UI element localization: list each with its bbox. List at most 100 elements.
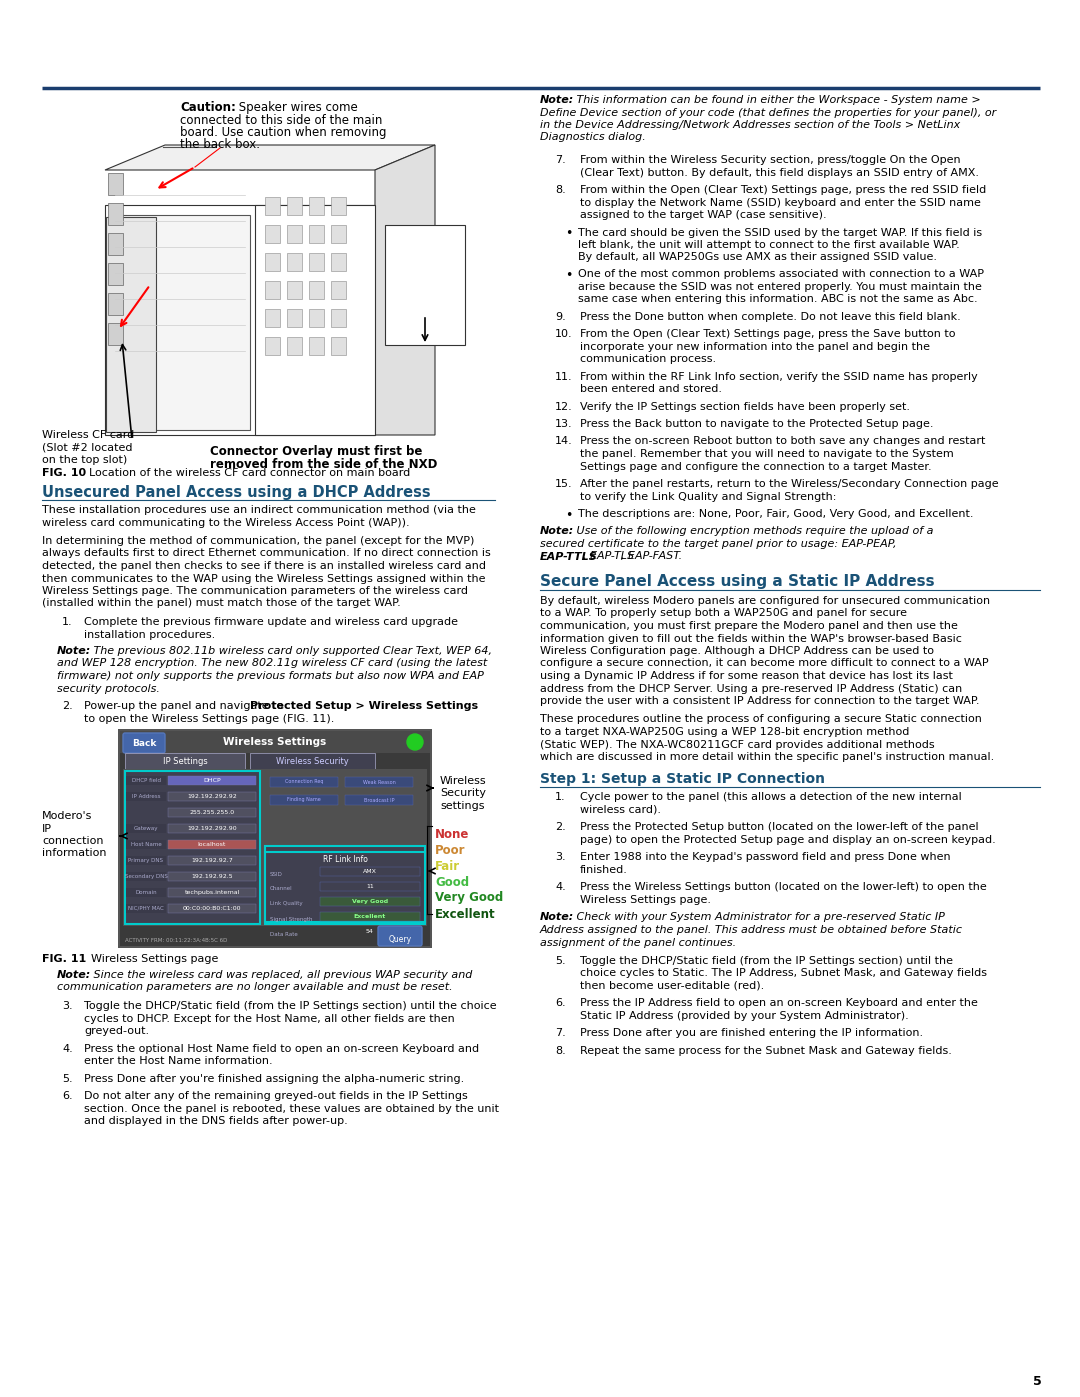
Text: Wireless Settings page. The communication parameters of the wireless card: Wireless Settings page. The communicatio…: [42, 585, 468, 597]
Text: choice cycles to Static. The IP Address, Subnet Mask, and Gateway fields: choice cycles to Static. The IP Address,…: [580, 968, 987, 978]
Text: From the Open (Clear Text) Settings page, press the Save button to: From the Open (Clear Text) Settings page…: [580, 330, 956, 339]
Bar: [265, 197, 280, 215]
Bar: [168, 888, 256, 897]
Bar: [345, 777, 413, 787]
Text: 11: 11: [366, 884, 374, 888]
Text: Complete the previous firmware update and wireless card upgrade: Complete the previous firmware update an…: [84, 617, 458, 627]
Text: Press Done after you are finished entering the IP information.: Press Done after you are finished enteri…: [580, 1028, 923, 1038]
Text: •: •: [565, 228, 572, 240]
Text: Note:: Note:: [540, 527, 575, 536]
Bar: [265, 852, 426, 922]
Text: 4.: 4.: [555, 883, 566, 893]
Bar: [126, 824, 166, 833]
Text: communication process.: communication process.: [580, 353, 716, 365]
Bar: [108, 263, 123, 285]
Text: Security: Security: [440, 788, 486, 799]
Bar: [120, 731, 430, 753]
Text: Wireless Settings: Wireless Settings: [224, 738, 326, 747]
Text: firmware) not only supports the previous formats but also now WPA and EAP: firmware) not only supports the previous…: [57, 671, 484, 680]
Text: 15.: 15.: [555, 479, 572, 489]
Bar: [120, 731, 430, 946]
Text: Note:: Note:: [57, 645, 91, 657]
Text: Query: Query: [389, 936, 411, 944]
Bar: [270, 777, 338, 787]
Text: provide the user with a consistent IP Address for connection to the target WAP.: provide the user with a consistent IP Ad…: [540, 696, 980, 705]
Bar: [126, 872, 166, 882]
Bar: [126, 856, 166, 865]
Bar: [287, 337, 302, 355]
Bar: [125, 753, 245, 768]
Text: Press the Back button to navigate to the Protected Setup page.: Press the Back button to navigate to the…: [580, 419, 933, 429]
Text: DHCP: DHCP: [203, 778, 220, 782]
Bar: [123, 768, 427, 926]
Text: Press the Wireless Settings button (located on the lower-left) to open the: Press the Wireless Settings button (loca…: [580, 883, 987, 893]
Text: always defaults first to direct Ethernet communication. If no direct connection : always defaults first to direct Ethernet…: [42, 549, 490, 559]
Text: The card should be given the SSID used by the target WAP. If this field is: The card should be given the SSID used b…: [578, 228, 982, 237]
Text: 2.: 2.: [62, 701, 72, 711]
Text: Power-up the panel and navigate to: Power-up the panel and navigate to: [84, 701, 287, 711]
Bar: [330, 309, 346, 327]
Text: Use of the following encryption methods require the upload of a: Use of the following encryption methods …: [573, 527, 933, 536]
Text: ACTIVITY FRM: 00:11:22:3A:4B:5C 6D: ACTIVITY FRM: 00:11:22:3A:4B:5C 6D: [125, 937, 228, 943]
Text: to display the Network Name (SSID) keyboard and enter the SSID name: to display the Network Name (SSID) keybo…: [580, 197, 981, 208]
Text: wireless card).: wireless card).: [580, 805, 661, 814]
Bar: [265, 225, 280, 243]
Text: then become user-editable (red).: then become user-editable (red).: [580, 981, 765, 990]
Text: incorporate your new information into the panel and begin the: incorporate your new information into th…: [580, 341, 930, 352]
Bar: [330, 253, 346, 271]
Text: left blank, the unit will attempt to connect to the first available WAP.: left blank, the unit will attempt to con…: [578, 240, 960, 250]
Text: configure a secure connection, it can become more difficult to connect to a WAP: configure a secure connection, it can be…: [540, 658, 988, 669]
Text: Location of the wireless CF card connector on main board: Location of the wireless CF card connect…: [82, 468, 410, 478]
Text: Diagnostics dialog.: Diagnostics dialog.: [540, 133, 646, 142]
Bar: [249, 753, 375, 768]
Bar: [168, 792, 256, 800]
Text: Check with your System Administrator for a pre-reserved Static IP: Check with your System Administrator for…: [573, 912, 945, 922]
Text: 5.: 5.: [62, 1073, 72, 1084]
Text: to a WAP. To properly setup both a WAP250G and panel for secure: to a WAP. To properly setup both a WAP25…: [540, 609, 907, 619]
Bar: [118, 729, 432, 949]
Text: greyed-out.: greyed-out.: [84, 1025, 149, 1037]
Text: By default, wireless Modero panels are configured for unsecured communication: By default, wireless Modero panels are c…: [540, 597, 990, 606]
Text: same case when entering this information. ABC is not the same as Abc.: same case when entering this information…: [578, 293, 977, 305]
Text: Address assigned to the panel. This address must be obtained before Static: Address assigned to the panel. This addr…: [540, 925, 963, 935]
Bar: [105, 205, 375, 434]
Bar: [125, 771, 260, 923]
Text: Secure Panel Access using a Static IP Address: Secure Panel Access using a Static IP Ad…: [540, 574, 934, 590]
Text: Excellent: Excellent: [435, 908, 496, 921]
Text: In determining the method of communication, the panel (except for the MVP): In determining the method of communicati…: [42, 536, 474, 546]
Text: Settings page and configure the connection to a target Master.: Settings page and configure the connecti…: [580, 461, 932, 472]
Text: assigned to the target WAP (case sensitive).: assigned to the target WAP (case sensiti…: [580, 210, 826, 219]
Text: Wireless: Wireless: [440, 775, 487, 787]
Text: communication, you must first prepare the Modero panel and then use the: communication, you must first prepare th…: [540, 622, 958, 631]
Text: 12.: 12.: [555, 401, 572, 412]
Text: 1.: 1.: [555, 792, 566, 802]
Text: Note:: Note:: [540, 95, 575, 105]
Bar: [270, 795, 338, 805]
Text: Protected Setup > Wireless Settings: Protected Setup > Wireless Settings: [249, 701, 478, 711]
Circle shape: [407, 733, 423, 750]
Text: Repeat the same process for the Subnet Mask and Gateway fields.: Repeat the same process for the Subnet M…: [580, 1046, 951, 1056]
Text: assignment of the panel continues.: assignment of the panel continues.: [540, 937, 737, 947]
Bar: [265, 253, 280, 271]
Text: 4.: 4.: [62, 1044, 72, 1053]
Text: 255.255.255.0: 255.255.255.0: [189, 810, 234, 814]
Text: Host Name: Host Name: [131, 842, 161, 847]
Text: been entered and stored.: been entered and stored.: [580, 384, 723, 394]
Bar: [168, 775, 256, 785]
Bar: [168, 904, 256, 914]
Text: Excellent: Excellent: [354, 914, 387, 919]
Text: 7.: 7.: [555, 1028, 566, 1038]
Text: RF Link Info: RF Link Info: [323, 855, 367, 865]
Text: Data Rate: Data Rate: [270, 932, 298, 936]
Text: settings: settings: [440, 800, 485, 812]
Text: connection: connection: [42, 835, 104, 847]
Text: secured certificate to the target panel prior to usage: EAP-PEAP,: secured certificate to the target panel …: [540, 539, 896, 549]
Text: enter the Host Name information.: enter the Host Name information.: [84, 1056, 272, 1066]
Text: Wireless Settings page: Wireless Settings page: [84, 954, 218, 964]
Bar: [309, 281, 324, 299]
Text: 6.: 6.: [62, 1091, 72, 1101]
Text: Modero's: Modero's: [42, 812, 93, 821]
Bar: [320, 882, 420, 891]
Text: page) to open the Protected Setup page and display an on-screen keypad.: page) to open the Protected Setup page a…: [580, 835, 996, 845]
Text: Press the IP Address field to open an on-screen Keyboard and enter the: Press the IP Address field to open an on…: [580, 999, 977, 1009]
